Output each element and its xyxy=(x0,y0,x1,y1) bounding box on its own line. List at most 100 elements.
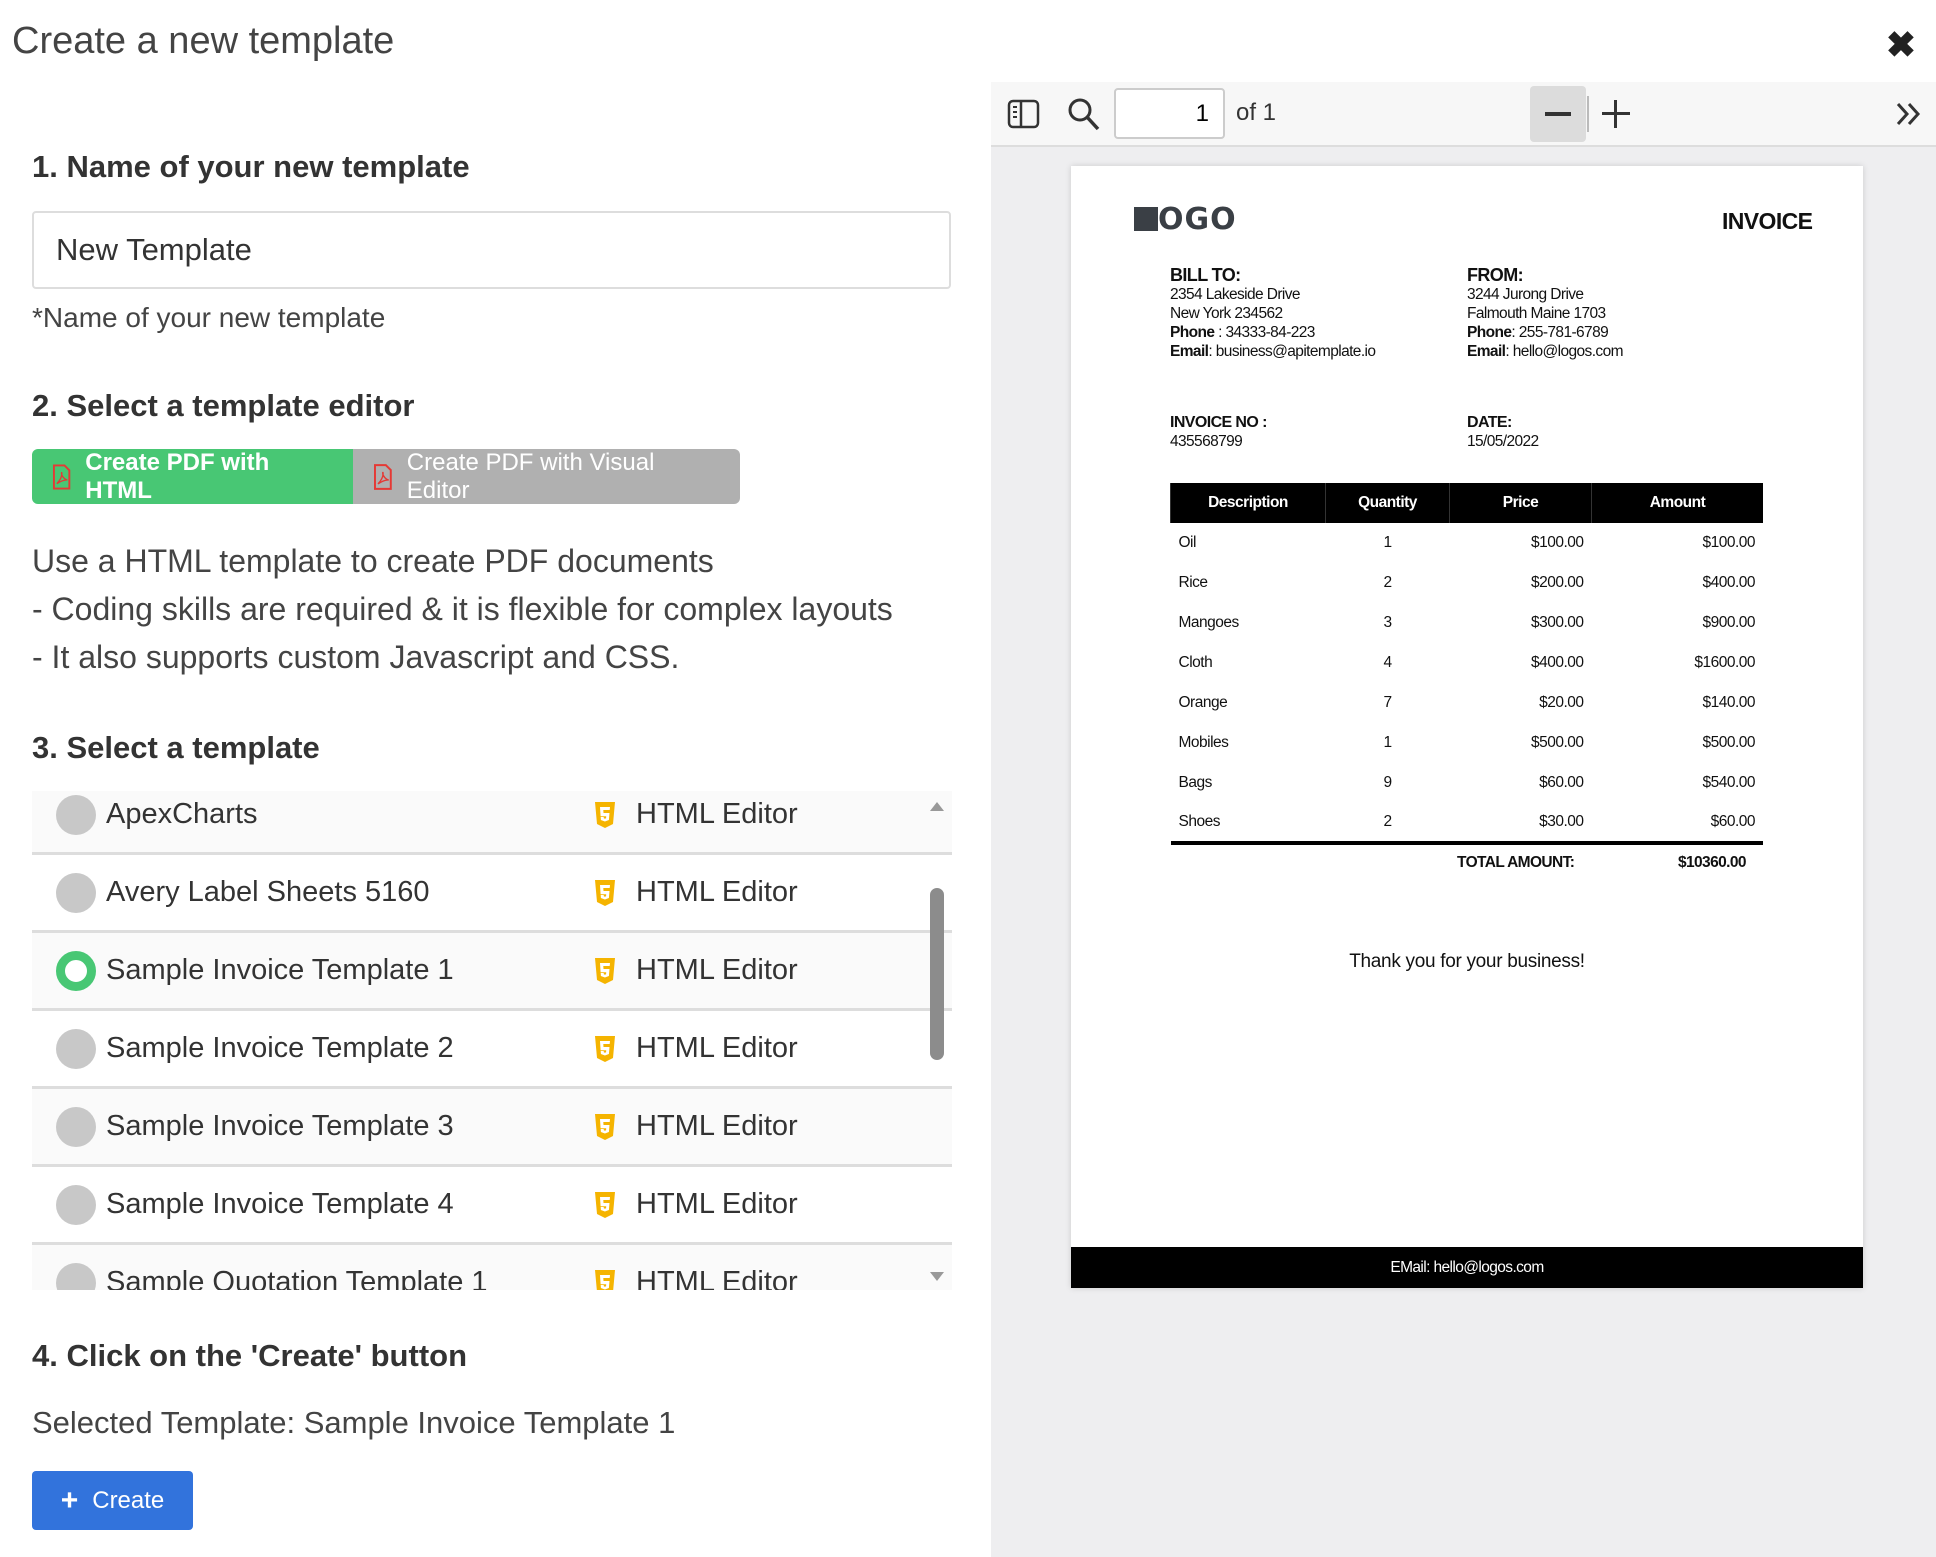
template-row[interactable]: Sample Invoice Template 1 HTML Editor xyxy=(32,933,952,1011)
scroll-up-arrow xyxy=(930,802,944,811)
invoice-items-table: Description Quantity Price Amount Oil 1 $1… xyxy=(1170,483,1763,845)
create-pdf-visual-label: Create PDF with Visual Editor xyxy=(406,449,655,504)
table-cell: $400.00 xyxy=(1702,574,1755,591)
search-icon[interactable] xyxy=(1066,96,1102,132)
from-phone: : 255-781-6789 xyxy=(1511,324,1609,341)
html5-icon xyxy=(595,1269,615,1290)
invoice-logo: OGO xyxy=(1134,202,1237,237)
table-cell: Mangoes xyxy=(1178,614,1240,631)
pdf-file-icon xyxy=(52,463,71,490)
table-row: Bags 9 $60.00 $540.00 xyxy=(1171,763,1764,803)
editor-type: HTML Editor xyxy=(636,1032,798,1064)
radio-button[interactable] xyxy=(56,872,96,913)
html5-icon xyxy=(595,957,615,984)
template-name: Sample Invoice Template 4 xyxy=(106,1188,454,1220)
bill-to-email-label: Email xyxy=(1170,343,1209,360)
template-row[interactable]: Sample Invoice Template 4 HTML Editor xyxy=(32,1167,952,1245)
bill-to-phone: : 34333-84-223 xyxy=(1214,324,1315,341)
create-pdf-html-button[interactable]: Create PDF with HTML xyxy=(32,449,353,504)
column-header: Description xyxy=(1170,483,1326,523)
double-chevron-right-icon[interactable] xyxy=(1895,100,1925,128)
dialog-title: Create a new template xyxy=(12,20,395,62)
template-name-input[interactable] xyxy=(32,211,951,289)
invoice-footer: EMail: hello@logos.com xyxy=(1071,1247,1863,1288)
invoice-date: 15/05/2022 xyxy=(1467,433,1539,450)
create-button[interactable]: + Create xyxy=(32,1471,193,1530)
table-row: Oil 1 $100.00 $100.00 xyxy=(1171,523,1764,563)
table-cell: $540.00 xyxy=(1702,774,1755,791)
step2-heading: 2. Select a template editor xyxy=(32,388,415,423)
from-phone-label: Phone xyxy=(1467,324,1512,341)
template-row[interactable]: ApexCharts HTML Editor xyxy=(32,791,952,855)
template-list-scrollbar[interactable] xyxy=(926,791,948,1290)
editor-type: HTML Editor xyxy=(636,1266,798,1290)
template-row[interactable]: Sample Quotation Template 1 HTML Editor xyxy=(32,1245,952,1290)
zoom-out-button[interactable] xyxy=(1530,86,1586,142)
from-line2: Falmouth Maine 1703 xyxy=(1467,305,1606,322)
table-cell: 2 xyxy=(1325,803,1450,845)
table-cell: $1600.00 xyxy=(1694,654,1755,671)
radio-button[interactable] xyxy=(56,1262,96,1290)
step4-heading: 4. Click on the 'Create' button xyxy=(32,1338,468,1373)
table-cell: $200.00 xyxy=(1530,574,1584,591)
page-number-input[interactable] xyxy=(1114,88,1225,139)
radio-button[interactable] xyxy=(56,950,96,991)
close-icon[interactable]: ✖ xyxy=(1885,24,1916,65)
table-cell: Orange xyxy=(1178,694,1228,711)
radio-button[interactable] xyxy=(56,1028,96,1069)
editor-type: HTML Editor xyxy=(636,798,798,830)
table-cell: $100.00 xyxy=(1702,534,1755,551)
table-row: Mobiles 1 $500.00 $500.00 xyxy=(1171,723,1764,763)
bill-to-phone-label: Phone xyxy=(1170,324,1215,341)
table-cell: $30.00 xyxy=(1449,803,1592,845)
create-pdf-visual-button[interactable]: Create PDF with Visual Editor xyxy=(353,449,740,504)
template-row[interactable]: Avery Label Sheets 5160 HTML Editor xyxy=(32,855,952,933)
table-cell: Rice xyxy=(1178,574,1209,591)
radio-button[interactable] xyxy=(56,794,96,835)
table-cell: Bags xyxy=(1178,774,1213,791)
column-header: Price xyxy=(1449,483,1592,523)
template-row[interactable]: Sample Invoice Template 2 HTML Editor xyxy=(32,1011,952,1089)
html5-icon xyxy=(595,1191,615,1218)
table-cell: $500.00 xyxy=(1702,734,1755,751)
table-cell: Mobiles xyxy=(1178,734,1229,751)
template-name: Sample Invoice Template 2 xyxy=(106,1032,454,1064)
radio-button[interactable] xyxy=(56,1106,96,1147)
page-total: of 1 xyxy=(1236,99,1277,126)
editor-type: HTML Editor xyxy=(636,954,798,986)
invoice-title: INVOICE xyxy=(1722,208,1813,234)
editor-type: HTML Editor xyxy=(636,1110,798,1142)
editor-description-line: - Coding skills are required & it is fle… xyxy=(32,591,893,627)
scrollbar-thumb xyxy=(930,888,944,1060)
column-header: Quantity xyxy=(1325,483,1450,523)
table-cell: 1 xyxy=(1383,534,1392,551)
editor-type: HTML Editor xyxy=(636,1188,798,1220)
step3-heading: 3. Select a template xyxy=(32,730,320,765)
from-line1: 3244 Jurong Drive xyxy=(1467,286,1584,303)
create-pdf-html-label: Create PDF with HTML xyxy=(85,449,270,504)
table-cell: $60.00 xyxy=(1591,803,1763,845)
zoom-in-icon[interactable] xyxy=(1601,99,1631,129)
template-row[interactable]: Sample Invoice Template 3 HTML Editor xyxy=(32,1089,952,1167)
table-cell: $60.00 xyxy=(1539,774,1584,791)
table-cell: 2 xyxy=(1383,574,1392,591)
template-name: Avery Label Sheets 5160 xyxy=(106,876,430,908)
radio-button[interactable] xyxy=(56,1184,96,1225)
bill-to-line2: New York 234562 xyxy=(1170,305,1283,322)
column-header: Amount xyxy=(1591,483,1763,523)
total-label: TOTAL AMOUNT: xyxy=(1457,854,1575,871)
toolbar-divider xyxy=(1587,96,1589,132)
plus-icon: + xyxy=(60,1483,79,1517)
step1-heading: 1. Name of your new template xyxy=(32,149,470,184)
selected-template-text: Selected Template: Sample Invoice Templa… xyxy=(32,1405,676,1440)
table-cell: 4 xyxy=(1383,654,1392,671)
html5-icon xyxy=(595,1113,615,1140)
table-row: Orange 7 $20.00 $140.00 xyxy=(1171,683,1764,723)
table-cell: 1 xyxy=(1383,734,1392,751)
invoice-no-label: INVOICE NO : xyxy=(1170,414,1267,431)
template-list: ApexCharts HTML Editor Avery Label Sheet… xyxy=(32,791,952,1290)
from-block: FROM: 3244 Jurong Drive Falmouth Maine 1… xyxy=(1467,266,1624,361)
minus-icon xyxy=(1545,112,1571,116)
sidebar-toggle-icon[interactable] xyxy=(1007,98,1041,130)
thank-you-note: Thank you for your business! xyxy=(1349,951,1585,972)
